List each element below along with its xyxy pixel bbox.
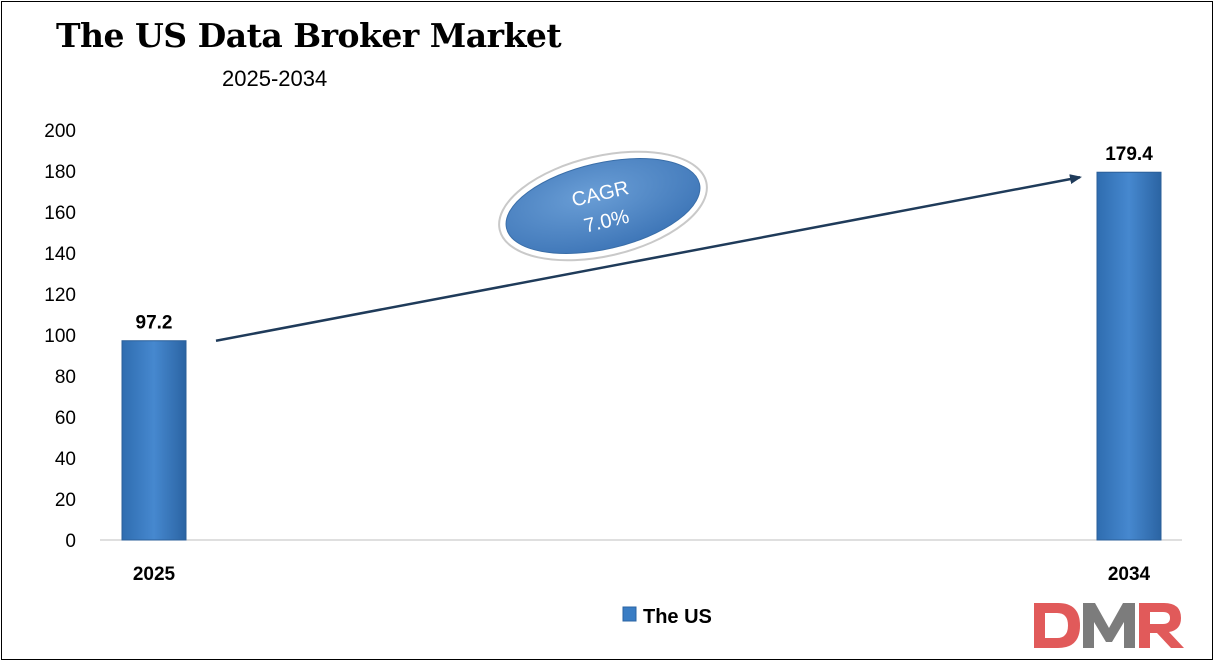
trend-arrow xyxy=(215,174,1082,342)
data-label-2025: 97.2 xyxy=(136,313,173,334)
data-labels-group: 97.2 179.4 xyxy=(136,144,1154,334)
y-tick-label: 120 xyxy=(44,285,76,306)
y-tick-label: 80 xyxy=(55,367,76,388)
y-tick-label: 40 xyxy=(55,449,76,470)
legend-swatch xyxy=(622,606,637,622)
cagr-bubble: CAGR 7.0% xyxy=(498,150,708,262)
y-axis: 0 20 40 60 80 100 120 140 160 180 200 xyxy=(44,121,76,552)
y-tick-label: 0 xyxy=(65,531,76,552)
chart-title: The US Data Broker Market xyxy=(56,16,562,55)
y-tick-label: 140 xyxy=(44,244,76,265)
bars-group xyxy=(121,171,1162,541)
y-tick-label: 100 xyxy=(44,326,76,347)
category-label-2025: 2025 xyxy=(133,564,176,585)
category-labels-group: 2025 2034 xyxy=(133,564,1151,585)
y-tick-label: 20 xyxy=(55,490,76,511)
y-tick-label: 160 xyxy=(44,203,76,224)
legend-label: The US xyxy=(643,606,712,628)
bar-2025 xyxy=(121,340,187,541)
bar-2034 xyxy=(1096,171,1162,541)
y-tick-label: 200 xyxy=(44,121,76,142)
y-tick-label: 60 xyxy=(55,408,76,429)
category-label-2034: 2034 xyxy=(1108,564,1151,585)
dmr-logo xyxy=(1034,603,1184,648)
chart-subtitle: 2025-2034 xyxy=(222,66,328,91)
data-label-2034: 179.4 xyxy=(1105,144,1153,165)
y-tick-label: 180 xyxy=(44,162,76,183)
legend: The US xyxy=(622,606,712,628)
